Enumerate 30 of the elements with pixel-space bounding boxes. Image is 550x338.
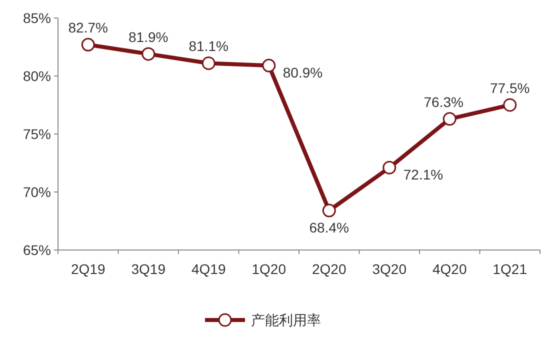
data-label: 76.3% xyxy=(424,94,464,110)
x-tick-label: 2Q20 xyxy=(312,261,346,277)
x-tick-label: 3Q19 xyxy=(131,261,166,277)
x-tick-label: 4Q19 xyxy=(192,261,226,277)
x-tick-label: 2Q19 xyxy=(71,261,106,277)
point xyxy=(503,98,517,112)
data-label: 82.7% xyxy=(68,20,108,36)
data-label: 80.9% xyxy=(282,64,323,81)
x-tick-label: 4Q20 xyxy=(432,261,467,277)
point xyxy=(142,47,156,61)
point xyxy=(322,204,336,218)
point xyxy=(442,112,456,126)
point xyxy=(382,160,396,174)
y-tick-label: 70% xyxy=(22,184,51,200)
x-tick-label: 1Q21 xyxy=(492,261,528,277)
point xyxy=(262,58,276,72)
x-tick-label: 1Q20 xyxy=(252,261,286,277)
data-label: 72.1% xyxy=(403,166,444,183)
data-label: 81.1% xyxy=(188,38,228,54)
data-label: 77.5% xyxy=(490,80,530,96)
y-tick-label: 65% xyxy=(22,242,51,258)
point xyxy=(202,56,216,70)
y-tick-label: 85% xyxy=(22,10,51,26)
legend-label: 产能利用率 xyxy=(251,312,321,328)
data-label: 81.9% xyxy=(128,28,168,45)
y-tick-label: 75% xyxy=(22,126,51,142)
y-tick-label: 80% xyxy=(22,68,51,84)
data-label: 68.4% xyxy=(309,220,349,236)
x-tick-label: 3Q20 xyxy=(372,261,407,277)
point xyxy=(81,38,95,52)
